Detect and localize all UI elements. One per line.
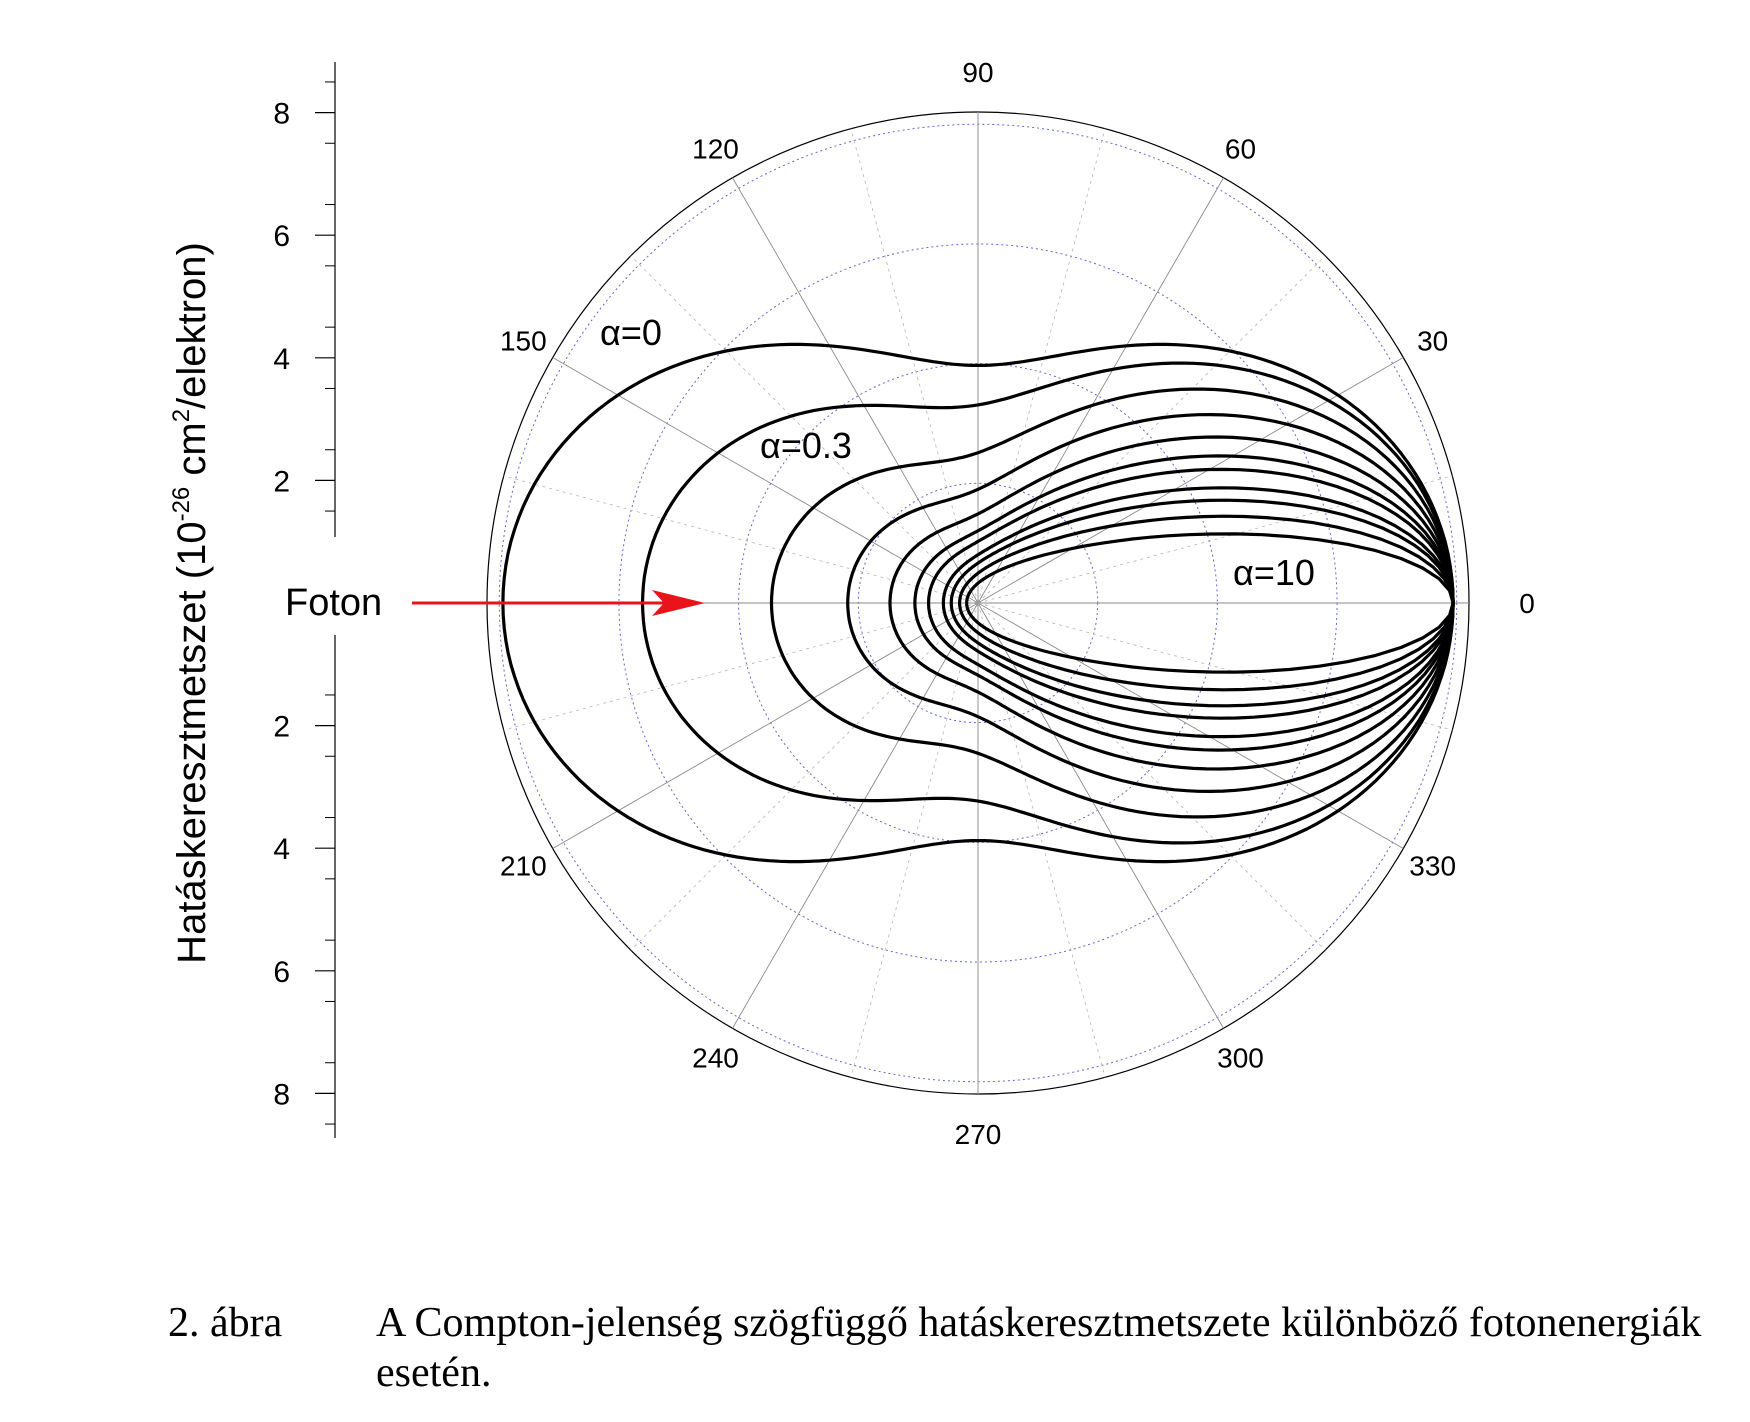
curve-alpha-1 <box>888 435 1455 771</box>
spoke-225 <box>630 602 979 951</box>
angle-tick-270: 270 <box>955 1119 1002 1150</box>
angle-tick-0: 0 <box>1519 588 1535 619</box>
scale-tick-label: 2 <box>273 711 290 744</box>
angle-tick-240: 240 <box>692 1043 739 1074</box>
spoke-195 <box>503 602 979 731</box>
spoke-330 <box>977 602 1404 849</box>
spoke-45 <box>977 255 1326 604</box>
spoke-105 <box>850 128 979 604</box>
scale-tick-label: 4 <box>273 833 290 866</box>
curve-alpha-6 <box>957 514 1455 692</box>
chart-labels: 0 30 60 90 120 150 210 240 270 300 330 Hatáskereszt… <box>168 57 1535 1150</box>
spoke-165 <box>503 475 979 604</box>
angle-tick-60: 60 <box>1225 133 1256 164</box>
scale-tick-label: 6 <box>273 956 290 989</box>
scale-tick-label: 8 <box>273 1078 290 1111</box>
series-label-0.3: α=0.3 <box>760 425 852 466</box>
curve-alpha-3 <box>941 486 1455 720</box>
spoke-315 <box>977 602 1326 951</box>
angle-tick-330: 330 <box>1409 851 1456 882</box>
series-label-0: α=0 <box>600 312 662 353</box>
angle-tick-120: 120 <box>692 133 739 164</box>
caption-text: A Compton-jelenség szögfüggő hatáskeresz… <box>376 1300 1702 1396</box>
y-axis-title: Hatáskeresztmetszet (10-26 cm2/elektron) <box>168 242 214 964</box>
scale-tick-label: 2 <box>273 465 290 498</box>
spoke-135 <box>630 255 979 604</box>
spoke-240 <box>732 602 979 1029</box>
photon-arrow-head <box>652 590 705 616</box>
spoke-75 <box>977 128 1106 604</box>
series-label-10: α=10 <box>1233 552 1315 593</box>
spoke-15 <box>977 475 1453 604</box>
polar-chart: 8 6 4 2 2 4 6 8 0 30 60 90 120 150 210 240 270 300 330 Hat… <box>168 57 1535 1150</box>
angle-tick-30: 30 <box>1417 326 1448 357</box>
caption-label: 2. ábra <box>168 1300 283 1346</box>
angle-tick-150: 150 <box>500 326 547 357</box>
spoke-255 <box>850 602 979 1078</box>
spoke-285 <box>977 602 1106 1078</box>
spoke-345 <box>977 602 1453 731</box>
spoke-120 <box>732 177 979 604</box>
scale-tick-label: 6 <box>273 220 290 253</box>
spoke-30 <box>977 357 1404 604</box>
curve-alpha-0.6 <box>846 413 1455 794</box>
curve-alpha-0.3 <box>769 387 1455 819</box>
radial-scale-axis: 8 6 4 2 2 4 6 8 <box>273 62 336 1138</box>
curve-alpha-2 <box>926 467 1455 739</box>
curve-alpha-10 <box>965 532 1455 674</box>
spoke-150 <box>552 357 979 604</box>
spoke-210 <box>552 602 979 849</box>
photon-label: Foton <box>285 582 382 624</box>
scale-tick-label: 4 <box>273 343 290 376</box>
curve-alpha-1.5 <box>913 454 1455 752</box>
scale-tick-label: 8 <box>273 98 290 131</box>
angle-tick-90: 90 <box>962 57 993 88</box>
angle-tick-300: 300 <box>1217 1043 1264 1074</box>
curve-alpha-4 <box>949 498 1455 708</box>
angle-tick-210: 210 <box>500 851 547 882</box>
